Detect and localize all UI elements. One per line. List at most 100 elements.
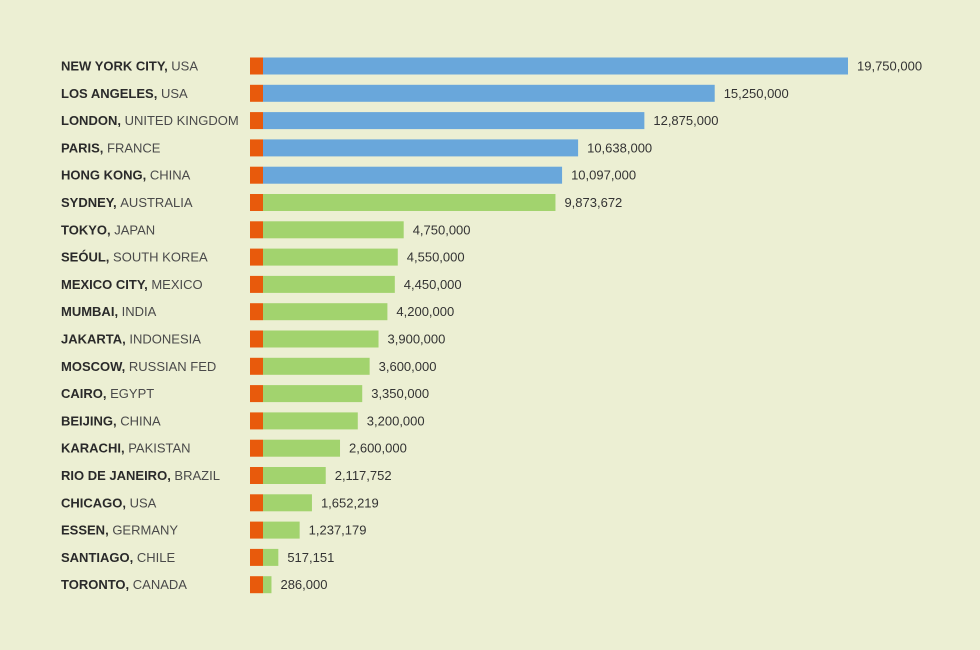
country-name: SOUTH KOREA (113, 250, 208, 265)
bar (263, 330, 379, 348)
bar-accent (250, 275, 263, 293)
city-name: BEIJING (61, 413, 113, 428)
country-name: CHINA (150, 168, 191, 183)
chart-row: RIO DE JANEIRO, BRAZIL 2,117,752 (61, 467, 392, 484)
label-separator: , (103, 386, 110, 401)
label-separator: , (122, 495, 129, 510)
category-label: TORONTO, CANADA (61, 577, 187, 592)
value-label: 9,873,672 (564, 195, 622, 210)
chart-row: PARIS, FRANCE 10,638,000 (61, 139, 652, 157)
bar (263, 57, 848, 75)
city-name: CAIRO (61, 386, 103, 401)
city-name: LONDON (61, 113, 117, 128)
country-name: CHILE (137, 550, 176, 565)
bar (263, 357, 370, 375)
label-separator: , (126, 577, 133, 592)
bar (263, 412, 358, 430)
label-separator: , (105, 523, 112, 538)
country-name: USA (130, 495, 157, 510)
bar-accent (250, 548, 263, 566)
value-label: 1,652,219 (321, 495, 379, 510)
country-name: CANADA (133, 577, 188, 592)
city-name: LOS ANGELES (61, 86, 154, 101)
bar-accent (250, 439, 263, 457)
value-label: 1,237,179 (309, 523, 367, 538)
bar (263, 521, 300, 539)
country-name: UNITED KINGDOM (125, 113, 239, 128)
chart-row: NEW YORK CITY, USA 19,750,000 (61, 57, 922, 75)
country-name: MEXICO (151, 277, 202, 292)
chart-row: JAKARTA, INDONESIA 3,900,000 (61, 330, 446, 348)
category-label: CAIRO, EGYPT (61, 386, 154, 401)
value-label: 4,200,000 (396, 304, 454, 319)
bar (263, 439, 341, 457)
label-separator: , (164, 59, 171, 74)
chart-row: CHICAGO, USA 1,652,219 (61, 494, 379, 512)
value-label: 2,600,000 (349, 441, 407, 456)
label-separator: , (107, 222, 114, 237)
bar-accent (250, 467, 263, 484)
category-label: MUMBAI, INDIA (61, 304, 157, 319)
chart-row: TORONTO, CANADA 286,000 (61, 576, 327, 594)
bar-accent (250, 57, 263, 75)
country-name: INDIA (122, 304, 157, 319)
category-label: LONDON, UNITED KINGDOM (61, 113, 239, 128)
bar (263, 248, 398, 266)
value-label: 3,350,000 (371, 386, 429, 401)
bar (263, 275, 395, 293)
bar-accent (250, 576, 263, 594)
city-name: MOSCOW (61, 359, 123, 374)
country-name: BRAZIL (174, 468, 220, 483)
label-separator: , (130, 550, 137, 565)
bar-accent (250, 330, 263, 348)
bar-accent (250, 194, 263, 211)
bar-accent (250, 166, 263, 184)
value-label: 10,638,000 (587, 140, 652, 155)
city-name: PARIS (61, 140, 100, 155)
bar (263, 303, 388, 321)
label-separator: , (167, 468, 174, 483)
chart-rows: NEW YORK CITY, USA 19,750,000 LOS ANGELES,… (61, 57, 922, 594)
category-label: JAKARTA, INDONESIA (61, 332, 201, 347)
country-name: CHINA (120, 413, 161, 428)
bar-accent (250, 385, 263, 403)
category-label: HONG KONG, CHINA (61, 168, 191, 183)
label-separator: , (113, 195, 120, 210)
label-separator: , (122, 332, 129, 347)
value-label: 19,750,000 (857, 59, 922, 74)
city-name: NEW YORK CITY (61, 59, 166, 74)
city-name: JAKARTA (61, 332, 123, 347)
bar-accent (250, 221, 263, 239)
category-label: ESSEN, GERMANY (61, 523, 178, 538)
country-name: GERMANY (112, 523, 178, 538)
city-name: SANTIAGO (61, 550, 130, 565)
chart-row: MOSCOW, RUSSIAN FED 3,600,000 (61, 357, 437, 375)
category-label: SEÓUL, SOUTH KOREA (61, 250, 208, 265)
category-label: SYDNEY, AUSTRALIA (61, 195, 193, 210)
bar (263, 494, 312, 512)
category-label: SANTIAGO, CHILE (61, 550, 175, 565)
city-name: SYDNEY (61, 195, 115, 210)
country-name: FRANCE (107, 140, 161, 155)
value-label: 4,550,000 (407, 250, 465, 265)
value-label: 3,600,000 (379, 359, 437, 374)
chart-row: ESSEN, GERMANY 1,237,179 (61, 521, 367, 539)
category-label: PARIS, FRANCE (61, 140, 161, 155)
category-label: MEXICO CITY, MEXICO (61, 277, 203, 292)
bar (263, 112, 645, 130)
country-name: INDONESIA (129, 332, 201, 347)
bar (263, 84, 715, 102)
value-label: 4,450,000 (404, 277, 462, 292)
city-name: TOKYO (61, 222, 107, 237)
value-label: 4,750,000 (413, 222, 471, 237)
bar-accent (250, 412, 263, 430)
category-label: NEW YORK CITY, USA (61, 59, 198, 74)
city-name: KARACHI (61, 441, 121, 456)
country-name: PAKISTAN (128, 441, 190, 456)
bar-accent (250, 357, 263, 375)
label-separator: , (143, 168, 150, 183)
value-label: 3,900,000 (388, 332, 446, 347)
chart-row: HONG KONG, CHINA 10,097,000 (61, 166, 636, 184)
city-name: RIO DE JANEIRO (61, 468, 167, 483)
bar-accent (250, 494, 263, 512)
